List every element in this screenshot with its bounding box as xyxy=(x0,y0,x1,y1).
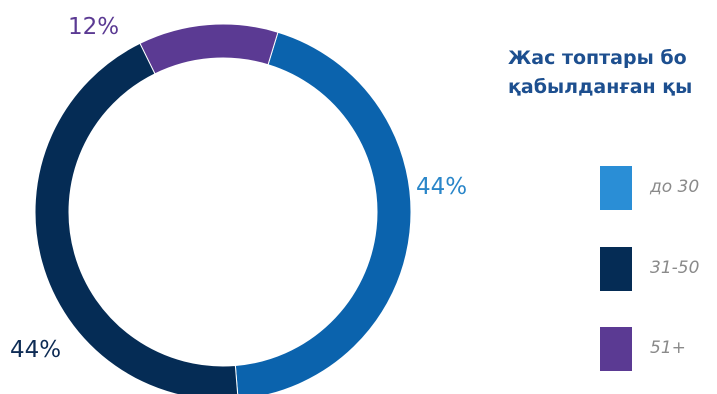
slice-label-under-30: 44% xyxy=(416,174,468,200)
legend-label-51-plus: 51+ xyxy=(650,338,686,358)
slice-31-50 xyxy=(34,42,239,394)
slice-51-plus xyxy=(139,23,279,75)
legend-swatch-under-30 xyxy=(600,166,632,210)
legend-label-31-50: 31-50 xyxy=(650,258,700,278)
legend-swatch-51-plus xyxy=(600,327,632,371)
slice-label-51-plus: 12% xyxy=(68,14,120,40)
legend-swatch-31-50 xyxy=(600,247,632,291)
slice-under-30 xyxy=(234,31,412,394)
slice-label-31-50: 44% xyxy=(10,337,62,363)
legend-label-under-30: до 30 xyxy=(650,177,700,197)
chart-title: Жас топтары бо қабылданған қы xyxy=(508,47,693,98)
donut-chart xyxy=(34,23,412,394)
